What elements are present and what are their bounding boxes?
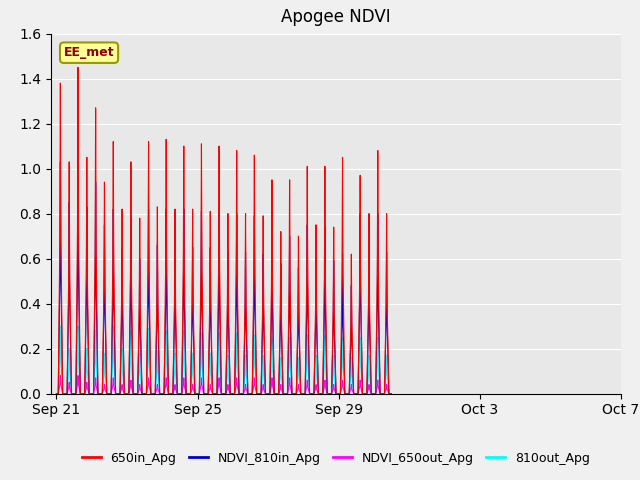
Text: EE_met: EE_met (64, 46, 115, 59)
Title: Apogee NDVI: Apogee NDVI (281, 9, 391, 26)
Legend: 650in_Apg, NDVI_810in_Apg, NDVI_650out_Apg, 810out_Apg: 650in_Apg, NDVI_810in_Apg, NDVI_650out_A… (77, 447, 595, 469)
